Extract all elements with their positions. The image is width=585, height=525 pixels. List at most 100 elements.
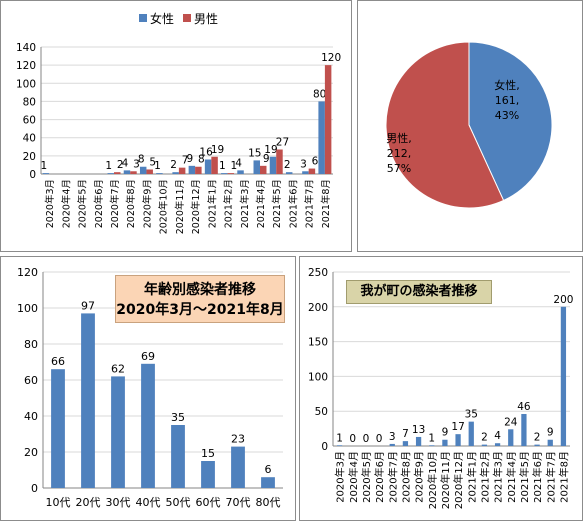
y-tick-label: 0 (31, 482, 38, 495)
x-tick-label: 2021年1月 (465, 451, 478, 503)
y-tick-label: 100 (308, 371, 328, 383)
x-tick-label: 30代 (106, 496, 131, 509)
age-bar-chart: 0 20 40 60 80 100 120 66 10代 97 20代 62 30代 69 40代 35 50代… (17, 266, 283, 509)
bar-female-9 (172, 172, 179, 174)
bar-female-10 (188, 165, 196, 174)
data-label: 2 (117, 159, 124, 171)
data-label: 97 (81, 299, 95, 312)
x-tick-label: 2020年10月 (158, 179, 170, 234)
bar-6 (402, 441, 409, 446)
bar-15 (521, 413, 527, 446)
x-tick-label: 80代 (256, 496, 281, 509)
bar-17 (547, 439, 553, 446)
data-label: 1 (105, 160, 112, 172)
bar-female-11 (204, 159, 212, 174)
bar-1 (51, 369, 65, 488)
gender-pie-chart: 女性, 161, 43% 男性, 212, 57% (385, 41, 553, 209)
age-chart-subtitle: 2020年3月～2021年8月 (116, 302, 284, 318)
x-tick-label: 2021年2月 (223, 179, 235, 228)
pie-label-percent: 43% (495, 109, 519, 122)
bar-female-17 (302, 171, 309, 174)
data-label: 4 (494, 430, 501, 442)
bar-female-6 (123, 170, 131, 174)
bar-male-15 (276, 149, 283, 174)
y-tick-label: 60 (24, 374, 38, 387)
data-label: 6 (312, 156, 319, 168)
data-label: 2 (170, 159, 177, 171)
data-label: 6 (265, 463, 272, 476)
bar-13 (494, 443, 501, 446)
bar-female-1 (42, 173, 50, 174)
bar-7 (415, 436, 422, 446)
data-label: 0 (376, 433, 383, 445)
bar-14 (508, 429, 514, 446)
bar-male-7 (146, 169, 153, 174)
x-tick-label: 2020年12月 (190, 179, 202, 234)
x-tick-label: 10代 (46, 496, 71, 509)
pie-label-percent: 57% (387, 162, 411, 175)
data-label: 19 (264, 144, 277, 156)
data-label: 1 (41, 160, 48, 172)
town-chart-panel: 0 50 100 150 200 250 1 2020年3月 0 2020年4月 0 2020年5月 0… (299, 256, 583, 521)
data-label: 16 (199, 146, 213, 158)
bar-6 (201, 461, 215, 488)
bar-11 (468, 421, 474, 446)
data-label: 24 (504, 416, 518, 428)
data-label: 3 (133, 158, 140, 170)
bar-2 (81, 313, 95, 488)
x-tick-label: 2021年7月 (544, 451, 557, 503)
x-tick-label: 2020年5月 (77, 179, 89, 228)
x-tick-label: 2020年4月 (60, 179, 72, 228)
data-label: 9 (442, 427, 449, 439)
bar-male-11 (211, 156, 218, 174)
age-chart-title-box: 年齢別感染者推移 2020年3月～2021年8月 (115, 275, 285, 323)
y-tick-label: 80 (23, 96, 36, 108)
data-label: 4 (235, 157, 242, 169)
x-tick-label: 50代 (166, 496, 191, 509)
data-label: 15 (201, 447, 215, 460)
town-chart-title-box: 我が町の感染者推移 (346, 280, 492, 304)
x-tick-label: 2020年11月 (174, 179, 186, 234)
bar-5 (389, 443, 395, 446)
x-tick-label: 60代 (196, 496, 221, 509)
x-tick-label: 2020年6月 (373, 451, 386, 503)
pie-label-value: 161, (495, 94, 520, 107)
data-label: 1 (428, 432, 435, 444)
x-tick-label: 2020年10月 (426, 451, 439, 509)
x-tick-label: 2020年5月 (360, 451, 373, 503)
bar-male-9 (178, 167, 186, 174)
bar-female-5 (107, 173, 114, 174)
monthly-gender-bar-chart: 0 20 40 60 80 100 120 140 1 2020年3月 2020年4月 2020年5月… (16, 11, 341, 234)
y-tick-label: 100 (17, 302, 38, 315)
data-label: 80 (313, 88, 326, 100)
x-tick-label: 2021年4月 (255, 179, 267, 228)
y-tick-label: 150 (308, 337, 328, 349)
bar-female-18 (318, 101, 325, 174)
x-tick-label: 2020年9月 (141, 179, 153, 228)
age-chart-panel: 0 20 40 60 80 100 120 66 10代 97 20代 62 30代 69 40代 35 50代… (0, 256, 296, 521)
bar-10 (455, 434, 461, 446)
data-label: 4 (122, 157, 129, 169)
x-tick-label: 2021年5月 (271, 179, 283, 228)
town-chart-title: 我が町の感染者推移 (360, 284, 478, 299)
bar-7 (231, 446, 245, 488)
data-label: 19 (211, 144, 224, 156)
legend-label-male: 男性 (194, 12, 218, 26)
bar-female-12 (221, 173, 228, 174)
bar-16 (534, 444, 540, 446)
data-label: 27 (276, 137, 289, 149)
x-tick-label: 2021年8月 (557, 451, 570, 503)
data-label: 1 (219, 160, 226, 172)
x-tick-label: 40代 (136, 496, 161, 509)
x-tick-label: 2021年1月 (206, 179, 218, 228)
pie-label-name: 男性, (386, 131, 412, 145)
x-tick-label: 2020年11月 (439, 451, 452, 509)
town-bar-chart: 05010015020025012020年3月02020年4月02020年5月0… (308, 267, 573, 509)
bar-female-8 (156, 173, 163, 174)
bar-9 (442, 439, 448, 446)
y-tick-label: 120 (16, 60, 36, 72)
data-label: 5 (149, 156, 156, 168)
data-label: 2 (481, 432, 488, 444)
bar-female-16 (285, 172, 293, 174)
y-tick-label: 140 (16, 42, 36, 54)
